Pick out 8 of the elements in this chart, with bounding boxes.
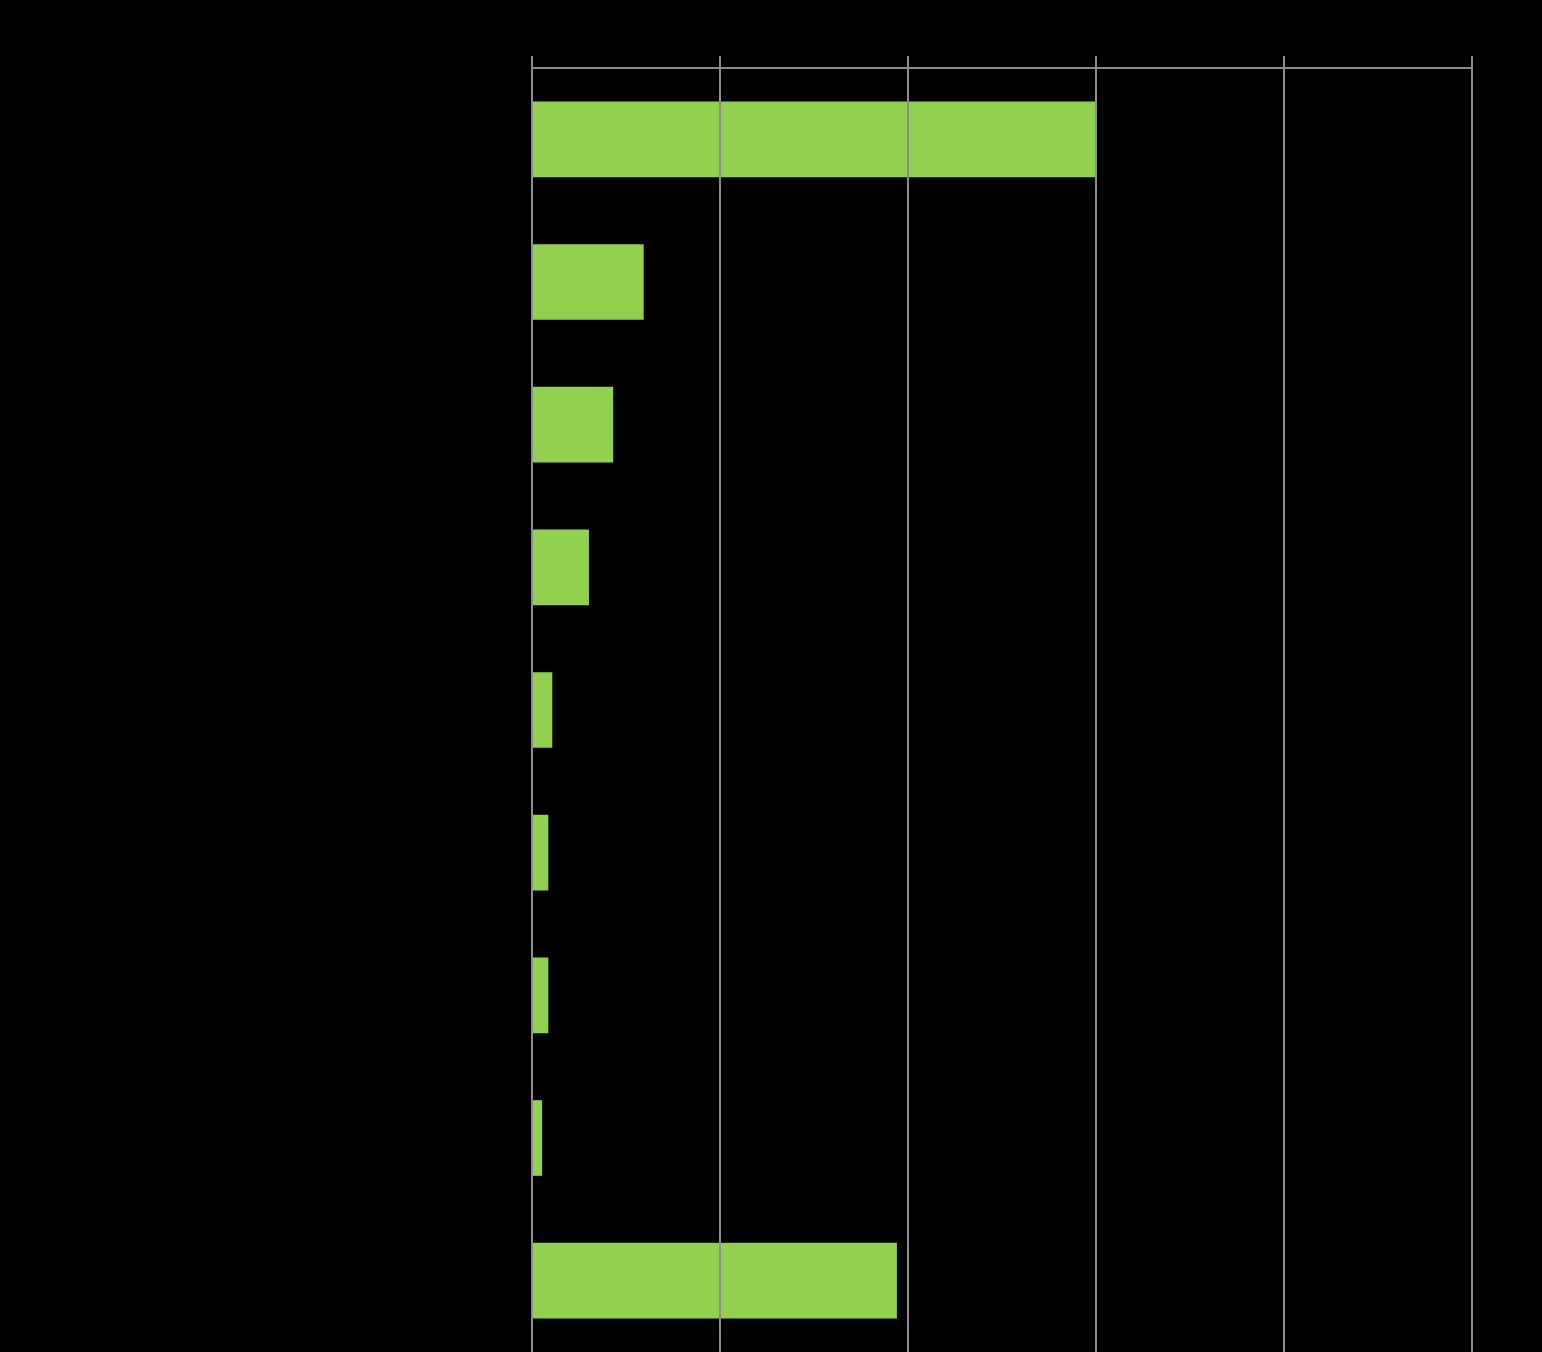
bar: [532, 244, 644, 320]
bar: [532, 529, 589, 606]
bar: [532, 957, 549, 1034]
bar: [532, 814, 549, 891]
bar: [532, 386, 614, 463]
bar: [532, 1242, 897, 1319]
bar: [532, 101, 1096, 178]
bar: [532, 672, 553, 748]
